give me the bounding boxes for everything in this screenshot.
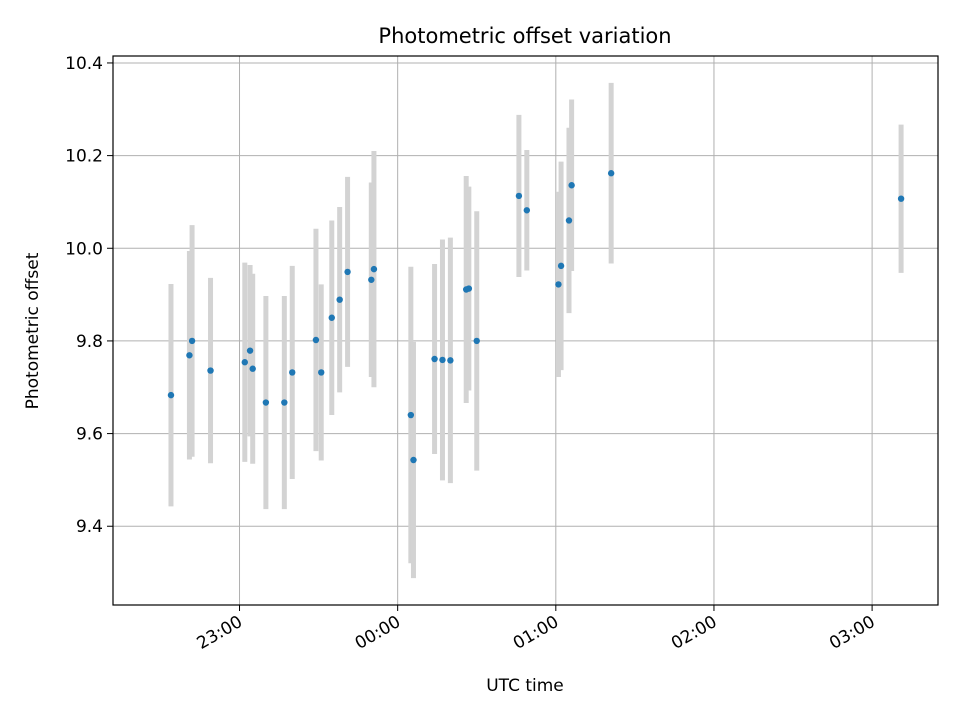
data-point <box>515 192 523 200</box>
data-point <box>465 285 473 292</box>
data-points <box>167 170 905 464</box>
data-point <box>555 281 562 288</box>
data-point <box>447 357 454 364</box>
data-point <box>439 356 446 364</box>
data-point <box>186 352 193 359</box>
data-point <box>565 217 573 224</box>
y-tick-label: 9.4 <box>76 517 103 537</box>
data-point <box>431 355 438 363</box>
data-point <box>407 411 415 419</box>
x-tick-label: 02:00 <box>668 612 720 654</box>
chart-title: Photometric offset variation <box>378 24 671 48</box>
data-point <box>368 276 375 283</box>
data-point <box>312 336 320 344</box>
data-point <box>897 195 905 202</box>
plot-frame <box>112 55 939 606</box>
grid <box>113 56 938 605</box>
x-axis: 23:00 00:00 01:00 02:00 03:00 <box>194 605 879 654</box>
x-tick-label: 00:00 <box>352 612 404 654</box>
data-point <box>568 182 575 189</box>
y-axis-label: Photometric offset <box>23 252 43 409</box>
data-point <box>410 456 417 464</box>
y-tick-label: 9.8 <box>76 332 103 352</box>
y-axis: 9.4 9.6 9.8 10.0 10.2 10.4 <box>65 54 113 537</box>
data-point <box>473 337 480 345</box>
data-point <box>289 369 296 376</box>
x-tick-label: 03:00 <box>826 612 878 654</box>
x-tick-label: 01:00 <box>510 612 562 654</box>
data-point <box>523 207 531 214</box>
data-point <box>281 399 288 406</box>
data-point <box>344 268 351 276</box>
data-point <box>336 296 343 303</box>
data-point <box>246 347 254 354</box>
data-point <box>207 367 214 374</box>
data-point <box>188 337 196 345</box>
data-point <box>167 391 175 399</box>
y-tick-label: 10.2 <box>65 147 103 167</box>
data-point <box>241 359 248 366</box>
data-point <box>328 314 335 321</box>
data-point <box>249 365 256 372</box>
y-tick-label: 10.0 <box>65 239 103 259</box>
data-point <box>370 265 378 273</box>
x-tick-label: 23:00 <box>194 612 246 654</box>
x-axis-label: UTC time <box>486 676 564 696</box>
data-point <box>262 399 270 406</box>
y-tick-label: 9.6 <box>76 425 103 445</box>
data-point <box>557 262 565 270</box>
data-point <box>318 369 325 376</box>
data-point <box>607 170 615 177</box>
error-bars <box>168 82 904 579</box>
y-tick-label: 10.4 <box>65 54 103 74</box>
